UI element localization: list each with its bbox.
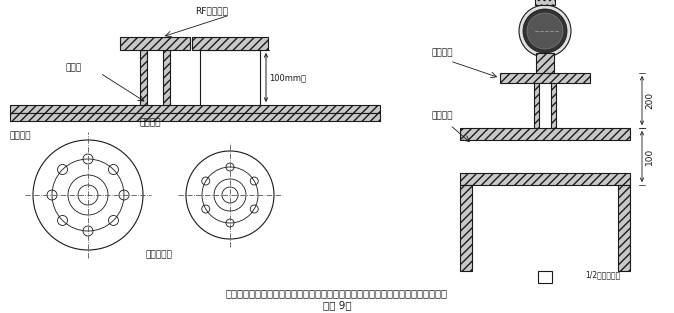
Text: 100mm高: 100mm高 [269,73,306,82]
Circle shape [519,5,571,57]
Bar [500,73,590,83]
Text: 200: 200 [645,92,654,109]
Bar [534,83,539,128]
Bar [536,53,554,73]
Text: （图 9）: （图 9） [323,300,351,310]
Bar [140,50,147,105]
Bar [200,50,260,105]
Text: 工艺管道: 工艺管道 [10,131,32,140]
Text: 管道外壁: 管道外壁 [432,111,454,120]
Text: 插入式流量计短管制作、安装示意图，根据流量计算采用不同的法兰及短管公称直径: 插入式流量计短管制作、安装示意图，根据流量计算采用不同的法兰及短管公称直径 [226,288,448,298]
Text: 1/2配套管外径: 1/2配套管外径 [585,270,620,280]
Bar [460,185,472,271]
Text: 管道中心线: 管道中心线 [146,250,173,259]
Text: RF配套法兰: RF配套法兰 [195,7,228,16]
Bar [192,37,268,50]
Text: 配套短管: 配套短管 [432,48,454,57]
Bar [460,128,630,140]
Bar [618,185,630,271]
Bar [10,113,380,121]
Bar [460,173,630,185]
Text: 焊接短管: 焊接短管 [140,118,161,127]
Text: 100: 100 [645,148,654,165]
Text: 焊接点: 焊接点 [65,64,81,73]
Circle shape [527,13,563,49]
Circle shape [523,9,567,53]
Bar [10,105,380,113]
Bar [120,37,190,50]
Bar [538,271,552,283]
Bar [535,0,555,5]
Bar [551,83,556,128]
Bar [163,50,170,105]
